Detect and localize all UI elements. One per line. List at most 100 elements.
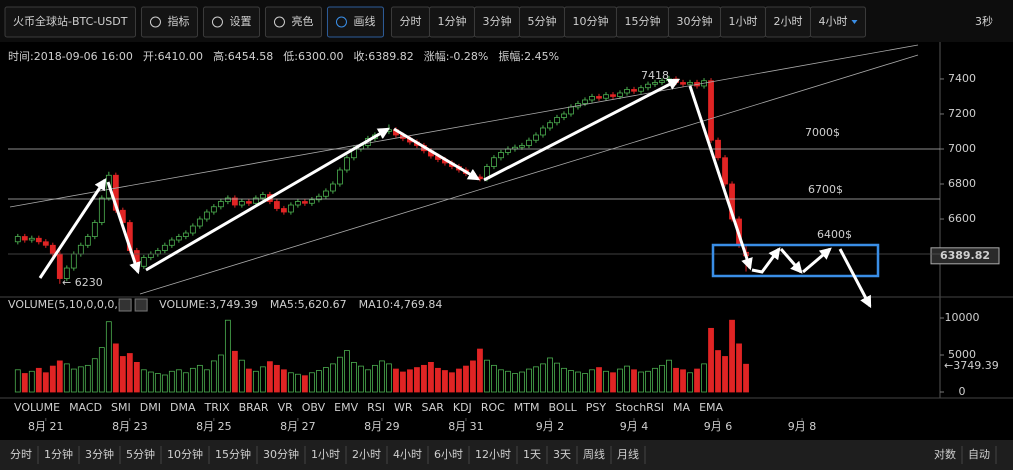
arrow [483,78,681,182]
candle-body [77,244,84,255]
volume-bar [203,369,210,393]
indicator-tab[interactable]: PSY [586,401,607,414]
volume-bar [610,372,616,393]
volume-bar [722,356,728,393]
volume-bar [365,369,371,393]
volume-bar [112,343,119,393]
volume-bar [603,370,609,393]
tool-button[interactable]: 亮色 [291,14,313,28]
period-button[interactable]: 4小时 [818,15,847,28]
indicator-tab[interactable]: RSI [367,401,385,414]
bottom-period[interactable]: 周线 [583,447,605,461]
volume-bar [351,361,357,393]
indicator-tab[interactable]: TRIX [203,401,230,414]
y-tick-label: 7400 [948,72,976,85]
indicator-tab[interactable]: BOLL [549,401,578,414]
tool-button[interactable]: 指标 [167,14,189,28]
candle-body [596,96,602,99]
tool-icon [149,16,161,28]
arrow [38,177,107,279]
bottom-period[interactable]: 6小时 [434,448,463,461]
candle-body [245,201,252,204]
tool-button[interactable]: 画线 [353,14,375,28]
bottom-period[interactable]: 3分钟 [85,447,114,461]
indicator-tab[interactable]: WR [394,401,413,414]
indicator-tab[interactable]: StochRSI [615,401,664,414]
bottom-period[interactable]: 15分钟 [215,447,251,461]
period-button[interactable]: 10分钟 [572,14,608,28]
indicator-tab[interactable]: SAR [422,401,445,414]
volume-bar [680,369,686,393]
bottom-option[interactable]: 自动 [968,448,990,461]
candle-body [182,232,189,237]
candle-body [203,211,210,220]
bottom-period[interactable]: 4小时 [393,448,422,461]
tool-button-bg [202,6,260,38]
candle-body [519,145,525,148]
indicator-tab[interactable]: VR [278,401,294,414]
period-button[interactable]: 2小时 [773,15,802,28]
indicator-tab[interactable]: MA [673,401,690,414]
y-tick-label: 10000 [945,311,980,324]
bottom-period[interactable]: 2小时 [352,448,381,461]
candle-body [147,253,154,258]
indicator-tab[interactable]: VOLUME [14,401,60,414]
bottom-period[interactable]: 1分钟 [44,447,73,461]
indicator-tab[interactable]: DMA [170,401,196,414]
volume-bar [168,370,175,393]
indicator-tab[interactable]: ROC [481,401,505,414]
indicator-tab[interactable]: OBV [302,401,326,414]
bottom-period[interactable]: 10分钟 [167,447,203,461]
bottom-period[interactable]: 分时 [10,448,32,461]
tool-button[interactable]: 设置 [229,15,251,28]
bottom-period[interactable]: 12小时 [475,448,511,461]
volume-last: ←3749.39 [944,359,999,372]
volume-bar [743,363,749,393]
bottom-period[interactable]: 1天 [523,448,541,461]
candle-body [554,117,560,124]
indicator-tab[interactable]: MTM [514,401,540,414]
bottom-period[interactable]: 月线 [617,447,639,461]
candle-body [540,127,546,136]
volume-bar [645,370,651,393]
volume-bar [133,361,140,393]
indicator-tab[interactable]: MACD [69,401,102,414]
info-label: 收: [354,49,369,63]
bottom-period[interactable]: 3天 [553,448,571,461]
candle-body [112,174,119,211]
candle-body [582,99,588,104]
volume-bar [687,372,693,393]
last-price-box [930,247,1000,265]
candle-body [14,236,21,243]
volume-bar [182,372,189,393]
indicator-tab[interactable]: EMA [699,401,723,414]
candle-body [189,225,196,234]
volume-bar [519,371,525,393]
bottom-period[interactable]: 30分钟 [263,447,299,461]
candle-body [217,201,224,208]
period-button[interactable]: 5分钟 [527,14,556,28]
period-button[interactable]: 1分钟 [437,14,466,28]
bottom-option[interactable]: 对数 [934,447,956,461]
bottom-period[interactable]: 1小时 [311,448,340,461]
candle-body [645,83,651,89]
indicator-tab[interactable]: SMI [111,401,131,414]
indicator-tab[interactable]: DMI [140,401,161,414]
indicator-tab[interactable]: KDJ [453,401,472,414]
indicator-tab[interactable]: EMV [334,401,358,414]
volume-bar [484,359,490,393]
period-button[interactable]: 15分钟 [624,14,660,28]
market-name[interactable]: 火币全球站-BTC-USDT [13,14,128,28]
period-button[interactable]: 分时 [399,15,421,28]
indicator-tab[interactable]: BRAR [239,401,269,414]
x-tick-label: 8月 31 [448,420,484,433]
volume-bar [568,370,574,393]
candle-body [505,148,511,153]
candle-body [273,201,280,209]
candle-body [63,267,70,279]
bottom-period[interactable]: 5分钟 [126,447,155,461]
period-button[interactable]: 30分钟 [676,14,712,28]
period-button[interactable]: 3分钟 [482,14,511,28]
period-button[interactable]: 1小时 [728,15,757,28]
candle-body [91,222,98,237]
